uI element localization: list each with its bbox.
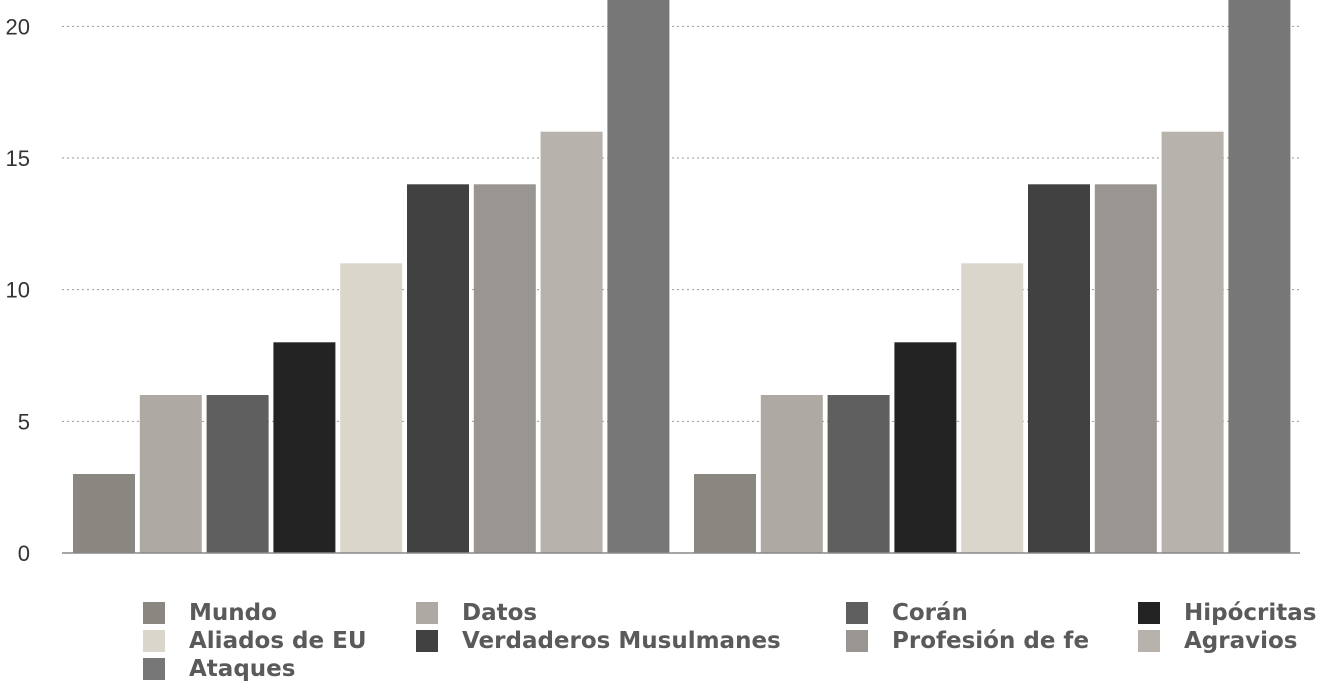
bar-mundo bbox=[73, 474, 135, 553]
legend-swatch bbox=[846, 630, 868, 652]
y-tick-label: 5 bbox=[18, 409, 30, 434]
bar-mundo bbox=[694, 474, 756, 553]
bar-coran bbox=[827, 395, 890, 553]
bar-agravios bbox=[1161, 131, 1224, 553]
bar-aliados-de-eu bbox=[961, 263, 1024, 553]
legend-item-coran: Corán bbox=[846, 600, 968, 626]
legend-item-profesion-de-fe: Profesión de fe bbox=[846, 628, 1089, 654]
bar-chart: 0 5 10 15 20 bbox=[6, 0, 1300, 566]
bar-agravios bbox=[540, 131, 603, 553]
legend-label: Hipócritas bbox=[1184, 600, 1317, 626]
legend-item-agravios: Agravios bbox=[1138, 628, 1298, 654]
bar-verdaderos-musulmanes bbox=[407, 184, 469, 554]
legend-swatch bbox=[416, 630, 438, 652]
y-tick-label: 0 bbox=[18, 541, 30, 566]
legend-label: Aliados de EU bbox=[189, 628, 367, 654]
legend-label: Verdaderos Musulmanes bbox=[462, 628, 781, 654]
legend-label: Corán bbox=[892, 600, 968, 626]
legend-swatch bbox=[846, 602, 868, 624]
legend-item-ataques: Ataques bbox=[143, 656, 295, 682]
bar-datos bbox=[139, 395, 202, 553]
y-tick-label: 20 bbox=[6, 14, 30, 39]
bar-hipocritas bbox=[273, 342, 336, 553]
bar-datos bbox=[760, 395, 823, 553]
legend-item-hipocritas: Hipócritas bbox=[1138, 600, 1316, 626]
bar-coran bbox=[206, 395, 269, 553]
y-axis-ticks: 0 5 10 15 20 bbox=[6, 14, 30, 566]
bar-ataques bbox=[1228, 0, 1291, 553]
legend-label: Agravios bbox=[1184, 628, 1298, 654]
bar-hipocritas bbox=[894, 342, 957, 553]
bars bbox=[73, 0, 1291, 554]
legend-swatch bbox=[143, 630, 165, 652]
bar-profesion-de-fe bbox=[473, 184, 536, 554]
legend-swatch bbox=[143, 658, 165, 680]
y-tick-label: 15 bbox=[6, 146, 30, 171]
legend-item-datos: Datos bbox=[416, 600, 537, 626]
legend-label: Datos bbox=[462, 600, 538, 626]
bar-aliados-de-eu bbox=[340, 263, 403, 553]
legend-item-verdaderos-musulmanes: Verdaderos Musulmanes bbox=[416, 628, 781, 654]
y-tick-label: 10 bbox=[6, 278, 30, 303]
legend-swatch bbox=[1138, 630, 1160, 652]
legend-item-mundo: Mundo bbox=[143, 600, 277, 626]
legend-label: Profesión de fe bbox=[892, 628, 1090, 654]
bar-ataques bbox=[607, 0, 670, 553]
legend-swatch bbox=[143, 602, 165, 624]
legend-label: Mundo bbox=[189, 600, 277, 626]
bar-verdaderos-musulmanes bbox=[1028, 184, 1090, 554]
legend-label: Ataques bbox=[189, 656, 296, 682]
bar-profesion-de-fe bbox=[1094, 184, 1157, 554]
legend-swatch bbox=[1138, 602, 1160, 624]
legend-swatch bbox=[416, 602, 438, 624]
legend-item-aliados-de-eu: Aliados de EU bbox=[143, 628, 367, 654]
